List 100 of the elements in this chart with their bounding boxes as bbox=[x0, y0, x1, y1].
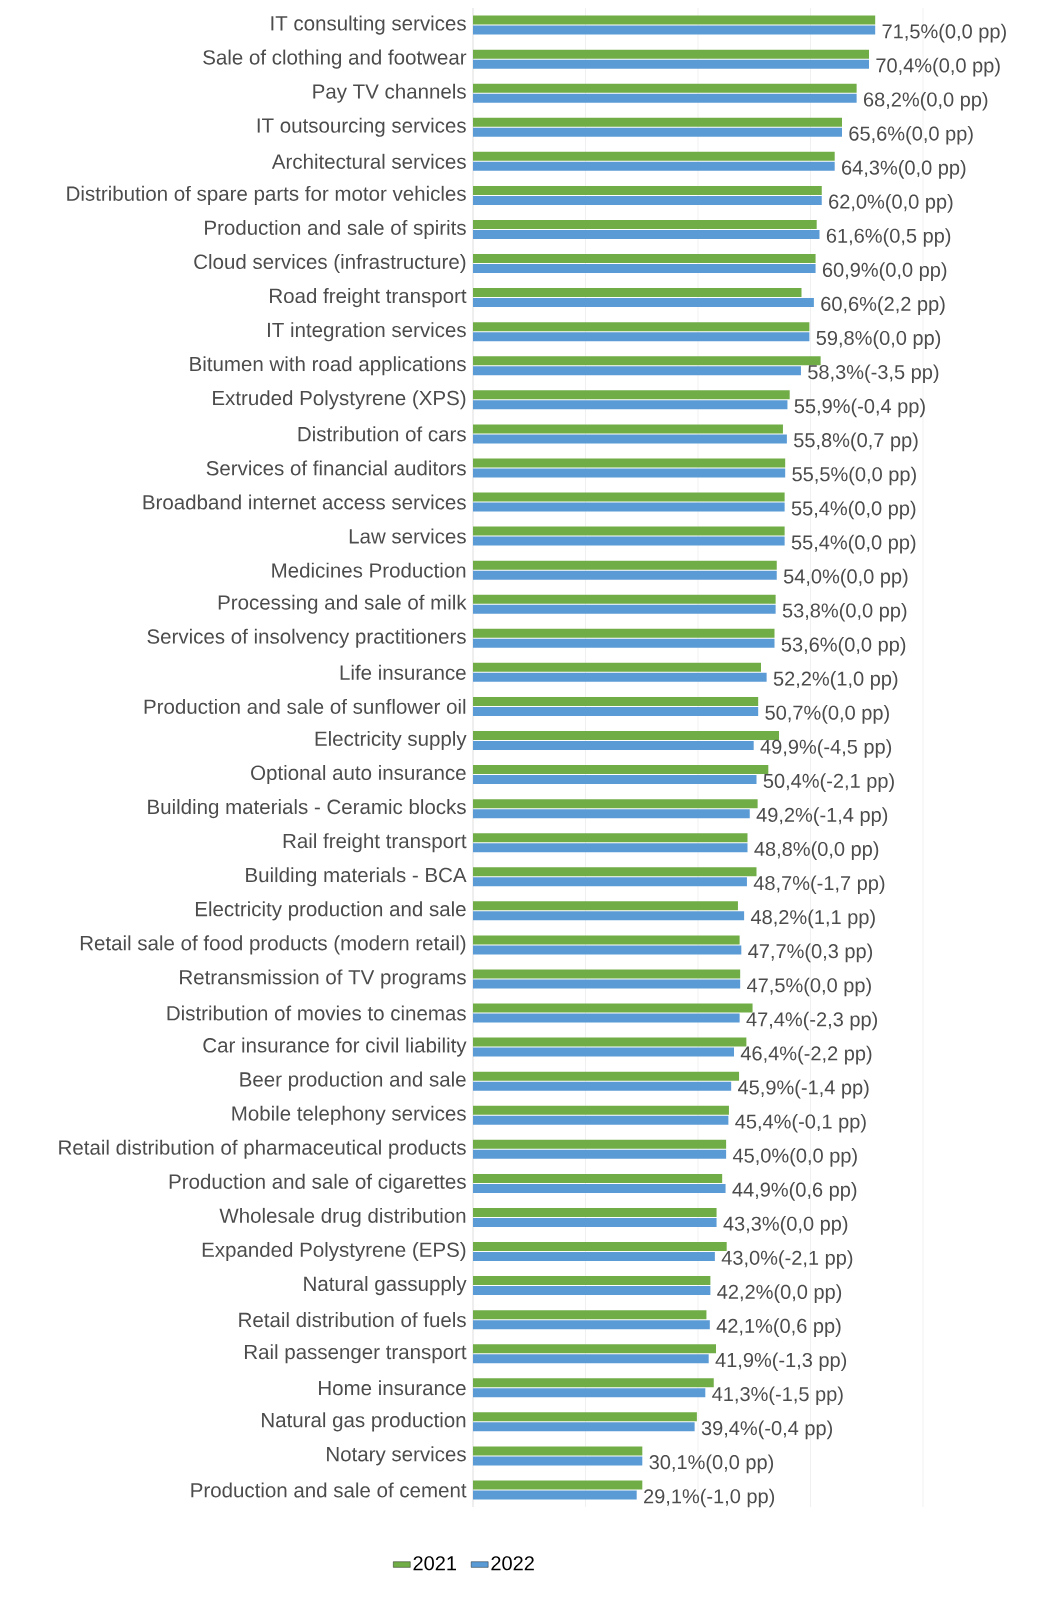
bar bbox=[473, 151, 835, 161]
y-tick-label: Production and sale of cement bbox=[191, 1482, 467, 1498]
y-tick-label: Services of financial auditors bbox=[206, 460, 466, 476]
bar bbox=[473, 332, 810, 342]
bar bbox=[473, 1286, 711, 1296]
data-label: 43,3%(0,0 pp) bbox=[723, 1216, 848, 1235]
data-label: 50,4%(-2,1 pp) bbox=[763, 773, 894, 792]
bar bbox=[473, 696, 759, 706]
y-tick-label: Natural gassupply bbox=[304, 1276, 467, 1296]
y-tick-label: Mobile telephony services bbox=[232, 1105, 466, 1125]
bar bbox=[473, 366, 801, 376]
bar bbox=[473, 502, 785, 512]
bar bbox=[473, 195, 822, 205]
bar bbox=[473, 322, 810, 332]
y-tick-label: Broadband internet access services bbox=[143, 494, 466, 510]
y-tick-label: Rail freight transport bbox=[283, 833, 467, 853]
y-tick-label: Production and sale of spirits bbox=[205, 219, 466, 240]
bar bbox=[473, 1242, 727, 1252]
bar bbox=[473, 911, 745, 921]
data-label: 54,0%(0,0 pp) bbox=[783, 568, 908, 588]
bar bbox=[473, 1344, 716, 1354]
bar bbox=[473, 1252, 715, 1262]
y-tick-label: Building materials - BCA bbox=[246, 867, 467, 887]
y-tick-label: Building materials - Ceramic blocks bbox=[148, 799, 466, 819]
y-tick-label: Cloud services (infrastructure) bbox=[194, 254, 466, 274]
bar bbox=[473, 867, 757, 877]
bar bbox=[473, 288, 802, 298]
y-tick-label: Sale of clothing and footwear bbox=[203, 49, 467, 69]
bar bbox=[473, 638, 775, 648]
bar bbox=[473, 1037, 747, 1047]
y-tick-label: Life insurance bbox=[340, 664, 466, 680]
data-label: 44,9%(0,6 pp) bbox=[732, 1182, 857, 1201]
bar bbox=[473, 594, 776, 604]
bar bbox=[473, 604, 776, 614]
bar bbox=[473, 969, 741, 979]
bar bbox=[473, 400, 788, 410]
data-label: 64,3%(0,0 pp) bbox=[842, 160, 966, 179]
y-tick-label: Distribution of movies to cinemas bbox=[167, 1005, 466, 1021]
y-tick-label: Road freight transport bbox=[270, 288, 467, 308]
bar bbox=[473, 799, 758, 809]
data-label: 47,4%(-2,3 pp) bbox=[746, 1011, 878, 1031]
bar bbox=[473, 1115, 729, 1125]
data-label: 59,8%(0,0 pp) bbox=[816, 330, 941, 350]
bar bbox=[473, 219, 817, 229]
y-tick-label: Bitumen with road applications bbox=[190, 356, 466, 376]
bar bbox=[473, 1173, 723, 1183]
bar bbox=[473, 1183, 726, 1193]
data-label: 65,6%(0,0 pp) bbox=[849, 125, 973, 145]
bar bbox=[473, 843, 748, 853]
bar bbox=[473, 468, 786, 478]
bar bbox=[473, 1081, 732, 1091]
legend-label: 2021 bbox=[413, 1556, 456, 1571]
data-label: 42,1%(0,6 pp) bbox=[716, 1318, 841, 1337]
y-tick-label: Expanded Polystyrene (EPS) bbox=[202, 1241, 466, 1262]
data-label: 68,2%(0,0 pp) bbox=[864, 91, 988, 111]
bar bbox=[473, 117, 842, 127]
bar bbox=[473, 877, 747, 887]
bar bbox=[473, 775, 757, 785]
y-tick-label: Car insurance for civil liability bbox=[203, 1037, 467, 1057]
data-label: 39,4%(-0,4 pp) bbox=[701, 1420, 833, 1440]
bar bbox=[473, 1320, 710, 1330]
bar bbox=[473, 434, 787, 444]
bar bbox=[473, 59, 869, 69]
data-label: 47,5%(0,0 pp) bbox=[747, 977, 871, 997]
bar bbox=[473, 672, 767, 682]
data-label: 52,2%(1,0 pp) bbox=[773, 671, 898, 690]
bar bbox=[473, 492, 785, 502]
data-label: 48,7%(-1,7 pp) bbox=[753, 875, 885, 895]
bar bbox=[473, 1207, 717, 1217]
y-tick-label: Processing and sale of milk bbox=[218, 594, 467, 614]
bar bbox=[473, 127, 842, 137]
y-tick-label: Retail distribution of pharmaceutical products bbox=[59, 1139, 466, 1159]
data-label: 30,1%(0,0 pp) bbox=[649, 1454, 774, 1474]
y-tick-label: Retail distribution of fuels bbox=[239, 1312, 466, 1328]
y-tick-label: Wholesale drug distribution bbox=[219, 1207, 466, 1227]
bar bbox=[473, 526, 785, 536]
bar bbox=[473, 628, 775, 638]
data-label: 49,2%(-1,4 pp) bbox=[756, 807, 888, 826]
y-tick-label: Distribution of cars bbox=[298, 426, 466, 442]
data-label: 60,6%(2,2 pp) bbox=[821, 296, 945, 315]
bar bbox=[473, 1456, 643, 1466]
bar bbox=[473, 185, 822, 195]
y-tick-label: Production and sale of sunflower oil bbox=[144, 698, 466, 714]
bar bbox=[473, 83, 857, 93]
bar bbox=[473, 264, 816, 274]
legend-label: 2022 bbox=[491, 1556, 534, 1571]
bar bbox=[473, 979, 741, 989]
bar bbox=[473, 1003, 753, 1013]
bar bbox=[473, 1422, 695, 1432]
data-label: 55,4%(0,0 pp) bbox=[791, 534, 916, 554]
bar bbox=[473, 1310, 707, 1320]
y-tick-label: Medicines Production bbox=[272, 562, 466, 578]
y-tick-label: Optional auto insurance bbox=[251, 765, 466, 785]
bar bbox=[473, 1217, 717, 1227]
bar bbox=[473, 1071, 740, 1081]
bar bbox=[473, 298, 814, 308]
data-label: 41,9%(-1,3 pp) bbox=[715, 1352, 847, 1372]
bar bbox=[473, 1412, 697, 1422]
bar bbox=[473, 93, 857, 103]
data-label: 45,9%(-1,4 pp) bbox=[738, 1079, 869, 1099]
